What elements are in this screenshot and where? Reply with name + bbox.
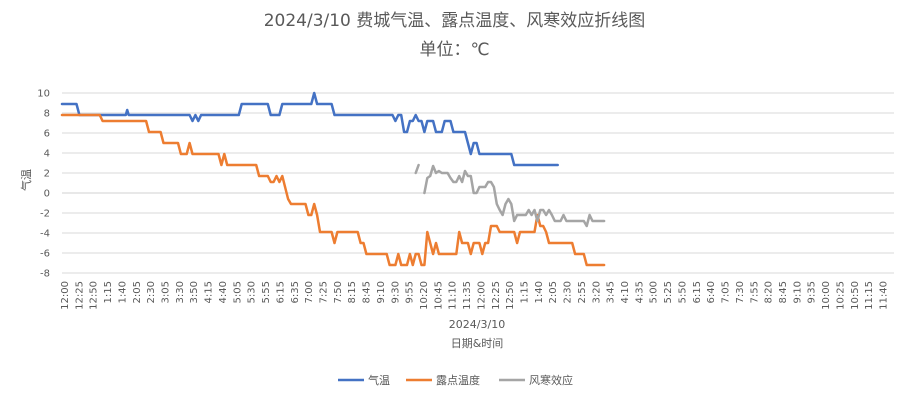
x-tick-label: 5:30 [247,281,258,303]
x-tick-label: 11:40 [879,281,890,310]
x-tick-label: 2:30 [146,281,157,303]
x-tick-label: 6:15 [275,281,286,303]
x-tick-label: 10:25 [835,281,846,310]
series-line-0 [60,91,559,167]
x-tick-label: 12:00 [60,281,71,310]
x-tick-label: 6:15 [692,281,703,303]
x-tick-label: 2:30 [563,281,574,303]
x-tick-label: 2:55 [577,281,588,303]
x-tick-label: 2:05 [548,281,559,303]
x-tick-label: 9:10 [376,281,387,303]
x-tick-label: 11:15 [864,281,875,310]
x-tick-label: 4:15 [204,281,215,303]
x-tick-label: 7:30 [735,281,746,303]
x-tick-label: 12:25 [491,281,502,310]
x-tick-label: 9:10 [792,281,803,303]
x-axis-date-label: 2024/3/10 [449,318,505,331]
x-tick-label: 7:55 [749,281,760,303]
x-tick-label: 11:35 [462,281,473,310]
x-tick-label: 3:05 [161,281,172,303]
x-tick-label: 7:50 [333,281,344,303]
x-tick-label: 4:40 [218,281,229,303]
x-tick-label: 9:30 [390,281,401,303]
y-tick-label: 4 [44,149,50,160]
legend-label: 露点温度 [436,373,480,387]
x-tick-label: 7:25 [318,281,329,303]
x-tick-label: 5:55 [261,281,272,303]
x-tick-label: 7:05 [721,281,732,303]
y-axis-title: 气温 [19,169,33,191]
y-tick-label: 6 [44,129,50,140]
x-tick-label: 6:35 [290,281,301,303]
x-tick-label: 4:10 [620,281,631,303]
x-tick-label: 7:00 [304,281,315,303]
x-tick-label: 6:40 [706,281,717,303]
x-tick-label: 10:20 [419,281,430,310]
x-axis-title: 日期&时间 [451,337,504,350]
y-tick-label: 8 [44,109,50,120]
chart-title: 2024/3/10 费城气温、露点温度、风寒效应折线图 [264,11,646,31]
x-tick-label: 1:40 [534,281,545,303]
x-tick-label: 3:30 [175,281,186,303]
x-tick-label: 10:00 [821,281,832,310]
y-tick-label: 10 [37,89,50,100]
x-tick-label: 3:20 [591,281,602,303]
x-tick-label: 5:00 [649,281,660,303]
series-lines [60,91,606,267]
series-line-1 [60,113,606,267]
y-tick-labels: 10 8 6 4 2 0 -2 -4 -6 -8 [37,89,50,280]
x-tick-label: 1:40 [117,281,128,303]
x-tick-label: 10:45 [433,281,444,310]
y-tick-label: 2 [44,169,50,180]
x-tick-label: 5:25 [663,281,674,303]
x-tick-label: 9:35 [807,281,818,303]
x-tick-label: 12:50 [89,281,100,310]
x-tick-label: 12:25 [74,281,85,310]
x-tick-label: 8:45 [778,281,789,303]
x-tick-label: 3:50 [189,281,200,303]
x-tick-label: 8:20 [764,281,775,303]
series-line-2 [414,163,606,228]
y-tick-label: 0 [44,189,50,200]
x-tick-label: 4:35 [634,281,645,303]
x-tick-label: 2:05 [132,281,143,303]
x-tick-label: 1:15 [103,281,114,303]
legend: 气温 露点温度 风寒效应 [338,373,573,387]
legend-label: 气温 [368,373,390,387]
x-tick-label: 5:05 [232,281,243,303]
x-tick-label: 8:45 [362,281,373,303]
y-tick-label: -4 [40,229,50,240]
x-tick-label: 10:50 [850,281,861,310]
x-tick-label: 12:50 [505,281,516,310]
x-tick-label: 12:00 [476,281,487,310]
chart-subtitle: 单位：℃ [419,40,489,60]
legend-label: 风寒效应 [529,373,573,387]
y-tick-label: -8 [40,269,50,280]
x-tick-label: 9:55 [405,281,416,303]
y-tick-label: -2 [40,209,50,220]
x-tick-label: 11:10 [448,281,459,310]
gridlines [62,92,894,274]
x-tick-label: 3:45 [606,281,617,303]
y-tick-label: -6 [40,249,50,260]
x-tick-labels: 12:00 12:25 12:50 1:15 1:40 2:05 2:30 3:05 3:30 3… [60,281,890,310]
x-tick-label: 8:15 [347,281,358,303]
x-tick-label: 1:15 [520,281,531,303]
x-tick-label: 5:50 [677,281,688,303]
